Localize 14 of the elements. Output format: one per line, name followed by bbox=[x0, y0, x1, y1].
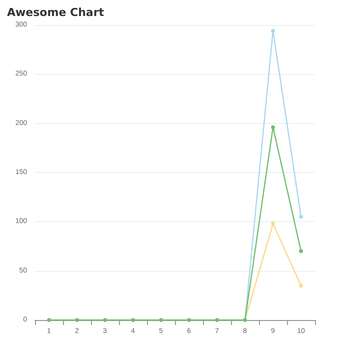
chart-title: Awesome Chart bbox=[7, 6, 104, 19]
point bbox=[271, 125, 275, 130]
point bbox=[271, 222, 275, 226]
point bbox=[187, 318, 191, 322]
point bbox=[131, 318, 135, 322]
point bbox=[103, 318, 107, 322]
point bbox=[299, 284, 303, 288]
point bbox=[215, 318, 219, 322]
point bbox=[75, 318, 79, 322]
point bbox=[271, 28, 275, 33]
point bbox=[47, 318, 51, 322]
point bbox=[299, 249, 303, 254]
point bbox=[299, 214, 303, 219]
point bbox=[159, 318, 163, 322]
